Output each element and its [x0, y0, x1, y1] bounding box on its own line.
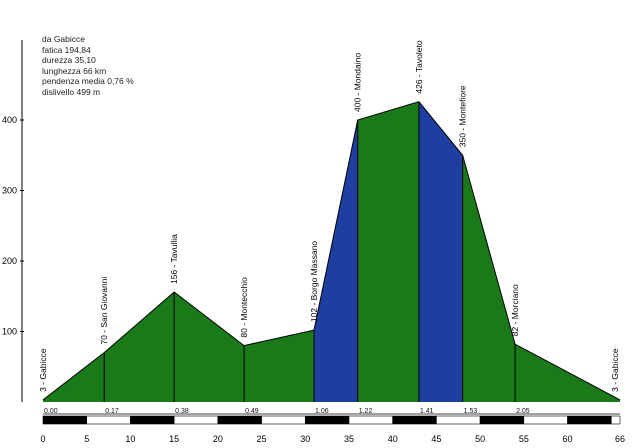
time-label: 1.06	[315, 408, 329, 415]
km-scale-segment	[348, 415, 393, 425]
y-tick-label: 200	[2, 256, 17, 266]
time-label: 2.05	[516, 408, 530, 415]
stats-fatica: fatica 194,84	[42, 44, 91, 55]
km-scale-segment	[392, 415, 437, 425]
stats-lunghezza: lunghezza 66 km	[42, 65, 107, 76]
waypoint-label: 400 - Mondaino	[353, 53, 363, 112]
km-scale-segment	[261, 415, 306, 425]
profile-segment	[462, 155, 516, 402]
time-label: 0.00	[44, 408, 58, 415]
x-tick-label: 25	[257, 434, 267, 444]
time-label: 0.49	[245, 408, 259, 415]
km-scale-segment	[130, 415, 175, 425]
x-tick-label: 66	[615, 434, 625, 444]
stats-start: da Gabicce	[42, 34, 85, 44]
km-scale-segment	[304, 415, 350, 425]
profile-segment	[357, 101, 419, 403]
time-label: 1.41	[420, 408, 434, 415]
waypoint-label: 70 - San Giovanni	[99, 276, 109, 344]
km-scale-segment	[567, 415, 612, 425]
km-scale-segment	[217, 415, 262, 425]
x-tick-label: 45	[431, 434, 441, 444]
x-tick-label: 50	[475, 434, 485, 444]
profile-segment	[104, 292, 175, 402]
waypoint-label: 426 - Tavoleto	[414, 40, 424, 94]
x-tick-label: 10	[125, 434, 135, 444]
x-tick-label: 0	[40, 434, 45, 444]
stats-pendenza: pendenza media 0,76 %	[42, 76, 134, 87]
x-tick-label: 15	[169, 434, 179, 444]
stats-durezza: durezza 35,10	[42, 55, 96, 66]
km-scale-segment	[86, 415, 131, 425]
profile-line	[42, 101, 621, 401]
x-tick-label: 5	[84, 434, 89, 444]
profile-segment	[314, 120, 358, 402]
waypoint-label: 350 - Montefiore	[458, 85, 468, 147]
x-tick-label: 40	[388, 434, 398, 444]
km-scale-segment	[436, 415, 481, 425]
km-scale-segment	[610, 415, 621, 425]
km-scale-segment	[479, 415, 525, 425]
y-tick-label: 300	[2, 186, 17, 196]
waypoint-label: 102 - Borgo Massano	[309, 241, 319, 323]
stats-dislivello: dislivello 499 m	[42, 86, 101, 97]
profile-segment	[244, 330, 315, 402]
y-tick-label: 400	[2, 115, 17, 125]
time-label: 0.38	[175, 408, 189, 415]
x-tick-label: 20	[213, 434, 223, 444]
x-tick-label: 35	[344, 434, 354, 444]
waypoint-label: 3 - Gabicce	[38, 348, 48, 392]
waypoint-label: 156 - Tavullia	[169, 234, 179, 284]
y-tick-label: 100	[2, 327, 17, 337]
x-tick-label: 30	[300, 434, 310, 444]
profile-segment	[418, 101, 463, 403]
time-label: 1.53	[464, 408, 478, 415]
waypoint-label: 82 - Morciano	[510, 284, 520, 336]
time-label: 0.17	[105, 408, 119, 415]
waypoint-label: 3 - Gabicce	[610, 348, 620, 392]
waypoint-label: 80 - Montecchio	[239, 277, 249, 338]
time-label: 1.22	[359, 408, 373, 415]
profile-segment	[174, 292, 245, 402]
km-scale-segment	[42, 415, 88, 425]
km-scale-segment	[523, 415, 568, 425]
km-scale-segment	[173, 415, 219, 425]
route-stats: da Gabicce fatica 194,84 durezza 35,10 l…	[42, 34, 134, 98]
x-tick-label: 60	[563, 434, 573, 444]
x-tick-label: 55	[519, 434, 529, 444]
